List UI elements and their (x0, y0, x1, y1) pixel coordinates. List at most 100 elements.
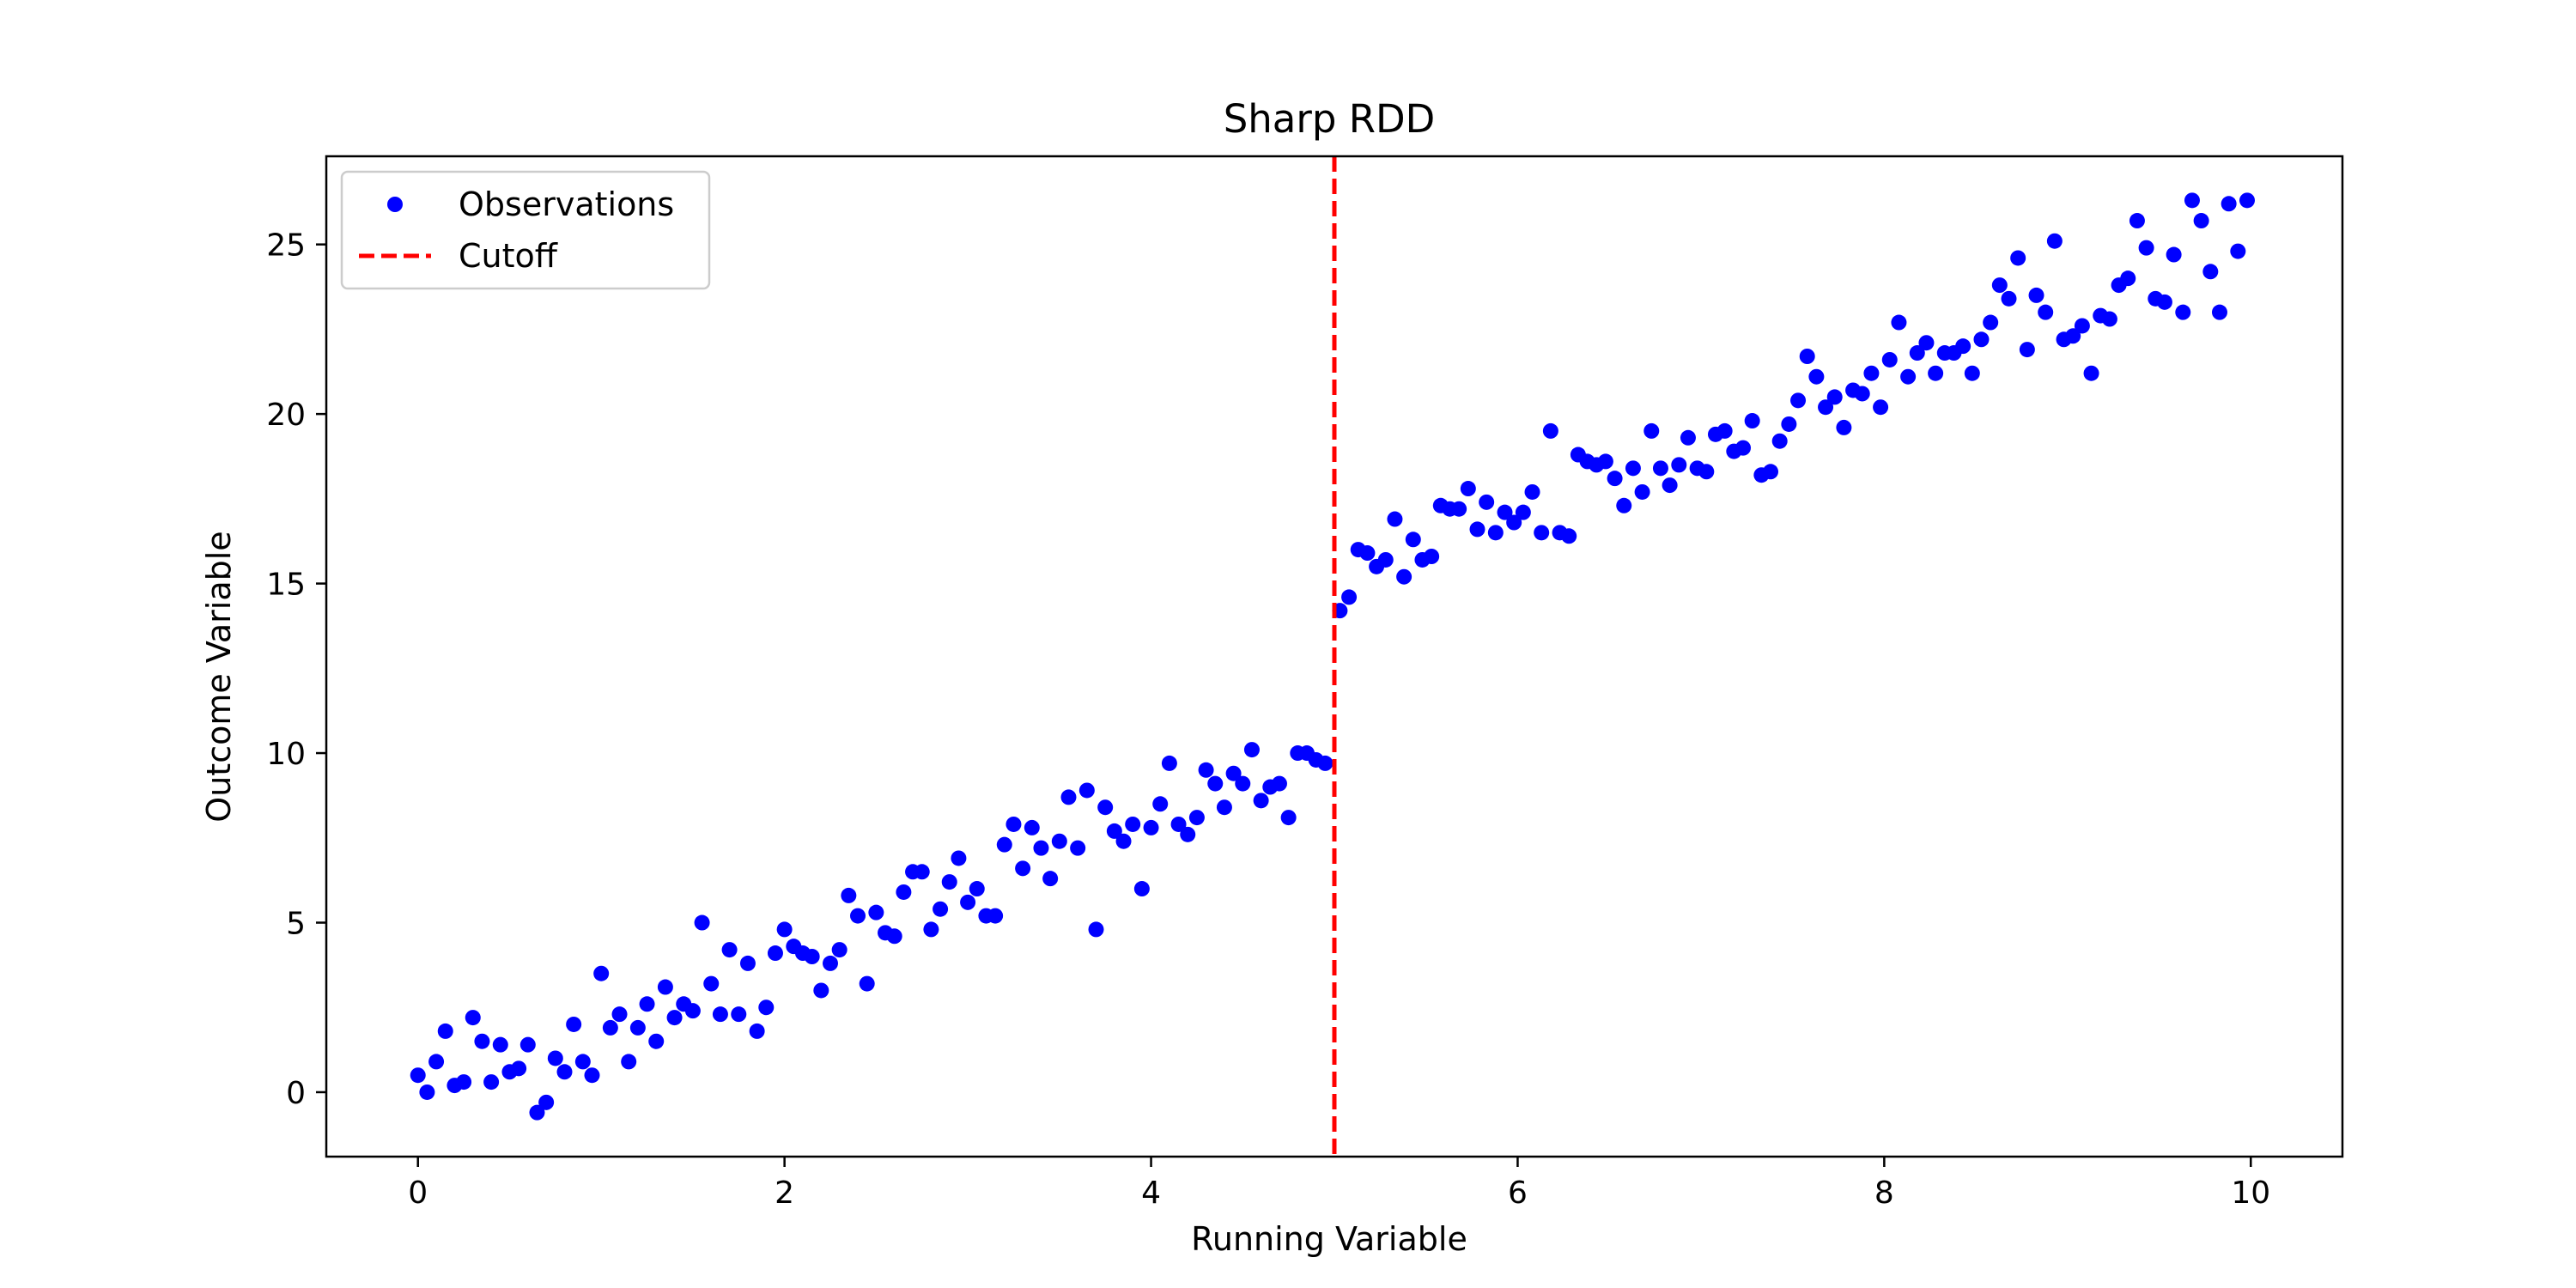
data-point (2010, 250, 2026, 266)
data-point (1542, 422, 1558, 439)
data-point (1698, 464, 1715, 480)
data-point (914, 864, 930, 880)
data-point (1479, 494, 1495, 510)
data-point (1671, 457, 1687, 473)
data-point (1024, 819, 1040, 835)
y-tick-label: 0 (286, 1076, 306, 1111)
data-point (1900, 368, 1917, 385)
data-point (639, 996, 655, 1012)
data-point (529, 1104, 545, 1121)
data-point (831, 942, 848, 958)
data-point (1460, 481, 1476, 497)
data-point (1317, 755, 1334, 771)
data-point (1873, 399, 1889, 416)
data-point (1524, 483, 1540, 500)
data-point (1991, 277, 2008, 294)
data-point (1207, 775, 1224, 792)
data-point (511, 1060, 527, 1077)
data-point (1106, 823, 1122, 839)
data-point (1097, 799, 1114, 816)
y-tick-label: 10 (266, 737, 306, 772)
data-point (1634, 483, 1650, 500)
data-point (629, 1019, 646, 1036)
data-point (996, 836, 1012, 853)
y-axis-label: Outcome Variable (200, 531, 238, 822)
data-point (813, 982, 829, 999)
data-point (804, 949, 820, 964)
data-point (1983, 314, 1999, 331)
data-point (767, 945, 783, 962)
data-point (1680, 429, 1696, 446)
data-point (1607, 471, 1623, 487)
data-point (969, 881, 985, 897)
x-tick-label: 8 (1874, 1176, 1894, 1211)
data-point (1180, 826, 1196, 842)
data-point (1170, 816, 1187, 832)
data-point (1964, 365, 1980, 381)
data-point (960, 894, 976, 910)
data-point (703, 975, 720, 992)
data-point (1235, 775, 1251, 792)
data-point (519, 1036, 536, 1053)
data-point (2065, 328, 2081, 344)
data-point (2028, 287, 2044, 303)
data-point (1790, 392, 1807, 409)
data-point (1487, 525, 1504, 541)
data-point (1125, 816, 1141, 832)
data-point (2166, 246, 2182, 263)
data-point (1973, 331, 1990, 348)
data-point (739, 955, 756, 971)
x-tick-label: 10 (2231, 1176, 2270, 1211)
y-tick-label: 25 (266, 228, 306, 264)
data-point (566, 1016, 582, 1032)
data-point (2038, 304, 2054, 320)
data-point (621, 1054, 637, 1070)
data-point (1143, 819, 1159, 835)
data-point (1735, 440, 1752, 456)
data-point (2019, 342, 2035, 358)
data-point (2083, 365, 2099, 381)
data-point (1881, 351, 1898, 368)
data-point (593, 965, 610, 981)
data-point (1033, 840, 1049, 856)
data-point (1716, 422, 1733, 439)
y-tick-label: 5 (286, 907, 306, 942)
data-point (731, 1006, 747, 1023)
data-point (492, 1036, 508, 1053)
y-tick-label: 20 (266, 398, 306, 433)
data-point (1643, 422, 1660, 439)
legend: Observations Cutoff (340, 170, 711, 290)
data-point (2202, 264, 2219, 280)
axes-frame (325, 155, 2344, 1158)
scatter-series-observations (410, 192, 2256, 1121)
data-point (1928, 365, 1944, 381)
data-point (1078, 782, 1095, 799)
data-point (1451, 501, 1467, 517)
data-point (1243, 742, 1260, 758)
data-point (538, 1094, 555, 1110)
data-point (1088, 921, 1104, 938)
data-point (859, 975, 875, 992)
data-point (2001, 290, 2017, 307)
legend-label-cutoff: Cutoff (459, 237, 558, 275)
data-point (2239, 192, 2256, 209)
data-point (2193, 213, 2209, 229)
data-point (2156, 294, 2172, 310)
data-point (648, 1033, 665, 1049)
data-point (2221, 196, 2237, 212)
data-point (1652, 460, 1668, 477)
data-point (850, 908, 866, 924)
data-point (1854, 386, 1870, 402)
data-point (1497, 504, 1513, 520)
chart-title: Sharp RDD (1224, 96, 1436, 142)
data-point (1188, 810, 1205, 826)
data-point (749, 1023, 765, 1039)
data-point (2046, 233, 2063, 249)
y-tick-label: 15 (266, 568, 306, 603)
data-point (410, 1067, 426, 1084)
data-point (1662, 477, 1678, 494)
x-axis-label: Running Variable (1191, 1220, 1467, 1258)
data-point (2211, 304, 2227, 320)
data-point (1808, 368, 1825, 385)
